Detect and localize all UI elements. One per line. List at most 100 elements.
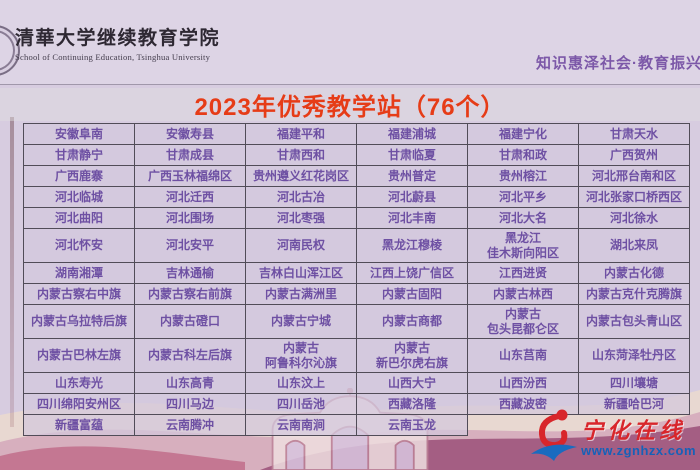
- station-cell: 江西上饶广信区: [356, 262, 468, 284]
- table-row: 广西鹿寨 广西玉林福绵区 贵州遵义红花岗区 贵州普定 贵州榕江 河北邢台南和区: [23, 165, 690, 187]
- station-cell: 河北迁西: [134, 186, 246, 208]
- institution-logo: 清華大学继续教育学院 School of Continuing Educatio…: [15, 23, 220, 62]
- station-cell: 贵州榕江: [467, 165, 579, 187]
- station-cell: 山东寿光: [23, 372, 135, 394]
- station-cell: 内蒙古磴口: [134, 304, 246, 339]
- station-cell: 河北安平: [134, 228, 246, 263]
- station-cell: 甘肃静宁: [23, 144, 135, 166]
- station-cell: 山东高青: [134, 372, 246, 394]
- station-cell: 内蒙古满洲里: [245, 283, 357, 305]
- station-cell: 内蒙古察右中旗: [23, 283, 135, 305]
- station-cell: 河北围场: [134, 207, 246, 229]
- station-cell: 甘肃成县: [134, 144, 246, 166]
- station-cell: 安徽阜南: [23, 123, 135, 145]
- header: 清華大学继续教育学院 School of Continuing Educatio…: [0, 0, 700, 85]
- watermark-site-name: 宁化在线: [581, 417, 686, 443]
- title-band: 2023年优秀教学站（76个）: [0, 88, 700, 121]
- station-cell: 河北徐水: [578, 207, 690, 229]
- station-cell: 福建平和: [245, 123, 357, 145]
- station-cell: 新疆富蕴: [23, 414, 135, 436]
- institution-name-en: School of Continuing Education, Tsinghua…: [15, 52, 211, 62]
- station-cell: 内蒙古宁城: [245, 304, 357, 339]
- station-cell: 甘肃天水: [578, 123, 690, 145]
- station-cell: 云南腾冲: [134, 414, 246, 436]
- station-cell: 甘肃临夏: [356, 144, 468, 166]
- station-cell: 河北临城: [23, 186, 135, 208]
- station-cell: 江西进贤: [467, 262, 579, 284]
- table-row: 新疆富蕴 云南腾冲 云南南涧 云南玉龙: [23, 414, 690, 436]
- page-title: 2023年优秀教学站（76个）: [194, 94, 506, 121]
- table-row: 湖南湘潭 吉林通榆 吉林白山浑江区 江西上饶广信区 江西进贤 内蒙古化德: [23, 262, 690, 284]
- station-cell: 河北大名: [467, 207, 579, 229]
- station-cell: 内蒙古固阳: [356, 283, 468, 305]
- station-cell: 广西贺州: [578, 144, 690, 166]
- station-cell: 山东菏泽牡丹区: [578, 338, 690, 373]
- station-cell: 山西大宁: [356, 372, 468, 394]
- ninghua-watermark: 宁化在线 www.zgnhzx.com: [527, 406, 696, 464]
- table-row: 内蒙古乌拉特后旗 内蒙古磴口 内蒙古宁城 内蒙古商都 内蒙古 包头昆都仑区 内蒙古包头青山…: [23, 304, 690, 339]
- station-cell: 福建浦城: [356, 123, 468, 145]
- station-cell: 河北曲阳: [23, 207, 135, 229]
- station-cell: 内蒙古林西: [467, 283, 579, 305]
- station-cell: 吉林通榆: [134, 262, 246, 284]
- station-cell: 四川马边: [134, 393, 246, 415]
- station-cell: 内蒙古 阿鲁科尔沁旗: [245, 338, 357, 373]
- station-cell: 吉林白山浑江区: [245, 262, 357, 284]
- station-cell: 广西玉林福绵区: [134, 165, 246, 187]
- station-cell: 内蒙古商都: [356, 304, 468, 339]
- station-cell: 内蒙古察右前旗: [134, 283, 246, 305]
- station-cell: 贵州遵义红花岗区: [245, 165, 357, 187]
- header-slogan: 知识惠泽社会·教育振兴: [536, 55, 700, 72]
- station-cell: 河北古冶: [245, 186, 357, 208]
- institution-name-cn: 清華大学继续教育学院: [15, 28, 221, 49]
- station-cell: 安徽寿县: [134, 123, 246, 145]
- station-cell: 内蒙古乌拉特后旗: [23, 304, 135, 339]
- table-row: 四川绵阳安州区 四川马边 四川岳池 西藏洛隆 西藏波密 新疆哈巴河: [23, 393, 690, 415]
- station-cell: 贵州普定: [356, 165, 468, 187]
- station-cell: 内蒙古 包头昆都仑区: [467, 304, 579, 339]
- table-row: 内蒙古察右中旗 内蒙古察右前旗 内蒙古满洲里 内蒙古固阳 内蒙古林西 内蒙古克什克腾旗: [23, 283, 690, 305]
- station-cell: 山东莒南: [467, 338, 579, 373]
- station-cell: 河北丰南: [356, 207, 468, 229]
- watermark-site-url: www.zgnhzx.com: [581, 442, 696, 458]
- station-cell: 黑龙江穆棱: [356, 228, 468, 263]
- table-row: 安徽阜南 安徽寿县 福建平和 福建浦城 福建宁化 甘肃天水: [23, 123, 690, 145]
- station-cell: 河北蔚县: [356, 186, 468, 208]
- station-cell: 西藏波密: [467, 393, 579, 415]
- station-cell: 内蒙古克什克腾旗: [578, 283, 690, 305]
- table-row: 河北曲阳 河北围场 河北枣强 河北丰南 河北大名 河北徐水: [23, 207, 690, 229]
- station-cell: 四川绵阳安州区: [23, 393, 135, 415]
- table-row: 内蒙古巴林左旗 内蒙古科左后旗 内蒙古 阿鲁科尔沁旗 内蒙古 新巴尔虎右旗 山东莒南 山东…: [23, 338, 690, 373]
- station-cell: 四川壤塘: [578, 372, 690, 394]
- station-cell: 云南南涧: [245, 414, 357, 436]
- station-cell: 河北邢台南和区: [578, 165, 690, 187]
- station-cell: 云南玉龙: [356, 414, 468, 436]
- station-cell: 甘肃西和: [245, 144, 357, 166]
- table-row: 甘肃静宁 甘肃成县 甘肃西和 甘肃临夏 甘肃和政 广西贺州: [23, 144, 690, 166]
- station-cell: 河北怀安: [23, 228, 135, 263]
- photo-edge-shadow: [10, 117, 14, 427]
- table-row: 河北怀安 河北安平 河南民权 黑龙江穆棱 黑龙江 佳木斯向阳区 湖北来凤: [23, 228, 690, 263]
- station-cell: 内蒙古化德: [578, 262, 690, 284]
- station-cell: 西藏洛隆: [356, 393, 468, 415]
- watermark-text: 宁化在线 www.zgnhzx.com: [581, 413, 696, 458]
- station-cell: 内蒙古包头青山区: [578, 304, 690, 339]
- table-row: 山东寿光 山东高青 山东汶上 山西大宁 山西汾西 四川壤塘: [23, 372, 690, 394]
- station-cell: 广西鹿寨: [23, 165, 135, 187]
- station-cell: 黑龙江 佳木斯向阳区: [467, 228, 579, 263]
- station-cell: 山东汶上: [245, 372, 357, 394]
- stations-table: 安徽阜南 安徽寿县 福建平和 福建浦城 福建宁化 甘肃天水 甘肃静宁 甘肃成县 甘肃西和 甘肃临夏…: [23, 123, 690, 436]
- station-cell: 湖南湘潭: [23, 262, 135, 284]
- station-cell: 河北平乡: [467, 186, 579, 208]
- station-cell: 河北枣强: [245, 207, 357, 229]
- station-cell: 甘肃和政: [467, 144, 579, 166]
- station-cell: 河北张家口桥西区: [578, 186, 690, 208]
- station-cell: 福建宁化: [467, 123, 579, 145]
- station-cell: 湖北来凤: [578, 228, 690, 263]
- station-cell: 内蒙古科左后旗: [134, 338, 246, 373]
- station-cell: 内蒙古巴林左旗: [23, 338, 135, 373]
- station-cell: 内蒙古 新巴尔虎右旗: [356, 338, 468, 373]
- stations-table-body: 安徽阜南 安徽寿县 福建平和 福建浦城 福建宁化 甘肃天水 甘肃静宁 甘肃成县 甘肃西和 甘肃临夏…: [23, 123, 690, 436]
- station-cell: 河南民权: [245, 228, 357, 263]
